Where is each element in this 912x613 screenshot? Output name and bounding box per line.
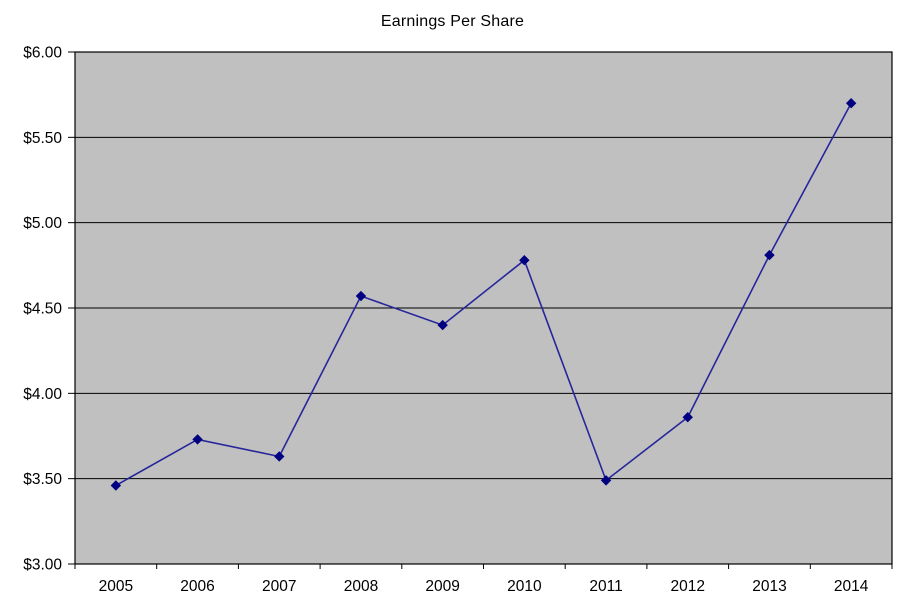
y-tick-label: $3.00: [23, 557, 62, 574]
x-tick-label: 2011: [589, 578, 622, 595]
x-tick-label: 2010: [507, 578, 542, 595]
data-point-marker-2009: [437, 319, 448, 331]
x-tick-label: 2006: [180, 578, 214, 595]
data-point-marker-2013: [764, 249, 775, 261]
data-point-marker-2005: [110, 480, 122, 491]
x-tick-label: 2013: [752, 578, 786, 595]
data-point-marker-2007: [274, 451, 285, 462]
x-tick-label: 2014: [834, 578, 869, 595]
y-tick-label: $6.00: [23, 45, 62, 62]
data-point-marker-2014: [845, 97, 857, 109]
x-tick-label: 2008: [344, 578, 378, 595]
data-point-marker-2012: [682, 412, 693, 423]
y-tick-label: $4.00: [23, 386, 62, 403]
y-tick-label: $5.00: [23, 215, 62, 232]
data-point-marker-2008: [355, 290, 367, 302]
series-line: [115, 102, 852, 487]
x-tick-label: 2012: [671, 578, 705, 595]
data-point-marker-2011: [600, 475, 612, 486]
data-point-marker-2006: [192, 434, 203, 445]
y-tick-label: $4.50: [23, 301, 62, 318]
chart-title: Earnings Per Share: [380, 13, 525, 30]
data-point-marker-2010: [519, 255, 530, 266]
x-tick-label: 2009: [425, 578, 459, 595]
x-tick-label: 2007: [262, 578, 296, 595]
y-tick-label: $5.50: [23, 130, 62, 147]
x-tick-label: 2005: [99, 578, 133, 595]
y-tick-label: $3.50: [23, 471, 62, 488]
